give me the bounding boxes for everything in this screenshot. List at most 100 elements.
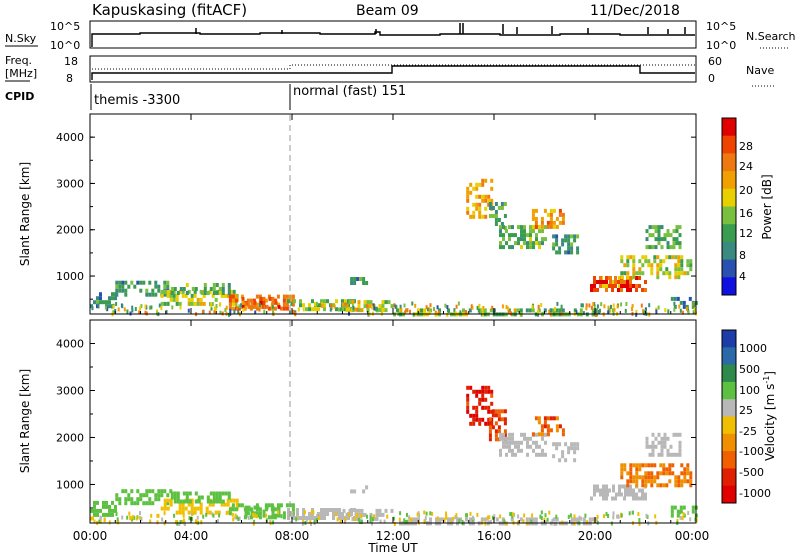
power-cell [482,306,485,310]
velocity-cell [205,506,209,511]
power-cell [218,287,222,291]
power-cell [241,300,245,305]
power-cell [115,288,119,293]
velocity-cell [176,521,179,526]
power-cell [466,206,470,211]
cpid-mode-1: themis -3300 [94,93,180,108]
power-cell [689,267,693,272]
power-cell [620,280,623,284]
velocity-cell [133,501,137,506]
power-cell [516,308,520,313]
velocity-cell [176,491,180,496]
power-cell [602,280,605,284]
power-cell [537,308,541,313]
velocity-cell [678,510,681,515]
power-cell [611,284,614,288]
velocity-y-tick-label: 2000 [56,431,84,444]
velocity-cell [383,519,386,524]
velocity-cell [517,514,520,519]
velocity-cell [209,491,213,496]
velocity-cell [578,515,581,520]
power-cell [351,300,355,305]
velocity-cell [258,507,262,512]
freq-label-line1: Freq. [5,54,32,67]
velocity-cell [363,512,367,517]
power-cell [285,302,289,307]
velocity-cell [484,521,487,526]
velocity-cell [271,513,275,518]
velocity-cell [678,448,682,453]
power-cell [308,307,311,312]
power-cell [487,202,491,207]
power-cell [433,307,435,311]
power-cell [250,300,254,305]
power-cell [371,305,374,310]
power-cell [519,308,523,313]
power-cell [677,259,681,264]
power-cell [200,291,204,295]
velocity-cell [178,506,182,511]
velocity-cell [115,512,118,516]
velocity-cell [115,493,119,498]
velocity-cell [605,492,608,497]
power-cell [541,229,544,234]
velocity-cell [311,508,314,512]
beam-title: Beam 09 [356,3,419,19]
power-cell [178,289,182,294]
velocity-cell [217,510,221,515]
power-cell [285,306,289,311]
power-cell [648,233,652,238]
cpid-mode-2: normal (fast) 151 [293,84,406,99]
velocity-cell [313,519,316,524]
velocity-cell [605,496,608,501]
power-cell [121,280,125,285]
freq-label-line2: [MHz] [5,67,37,80]
power-cell [264,298,268,303]
power-cell [478,182,482,187]
power-cell [203,283,207,287]
cpid-row: CPID themis -3300 normal (fast) 151 [5,84,406,110]
power-cell [151,288,155,293]
velocity-cell [323,508,326,512]
power-cell [616,304,619,309]
velocity-cell [677,483,681,488]
power-cell [160,293,164,298]
velocity-cell [231,503,235,508]
velocity-cell [196,515,199,520]
velocity-cell [163,511,166,516]
power-cell [481,178,485,183]
power-cell [635,284,638,288]
power-cell [142,280,146,285]
velocity-cell [102,512,105,517]
power-cell [555,242,559,247]
velocity-cell [644,496,647,501]
power-cell [240,294,244,299]
velocity-cell [677,475,681,480]
velocity-cell [537,432,541,437]
power-cell [490,198,494,203]
velocity-cell [360,508,364,513]
power-cbar-label-3: 16 [739,207,753,220]
power-cell [466,210,470,215]
power-cell [184,293,188,298]
velocity-cell [93,519,96,524]
velocity-cell [199,506,203,511]
velocity-cell [632,463,636,468]
power-cell [638,259,642,264]
power-cell [537,304,540,309]
power-cell [555,224,559,229]
power-cell [108,300,111,305]
velocity-cell [276,503,280,508]
velocity-cell [676,513,680,518]
power-cell [576,234,580,239]
power-cell [134,307,137,311]
velocity-cell [302,512,305,516]
power-cell [169,293,173,298]
power-cell [548,309,551,314]
nave-label: Nave [746,64,774,77]
velocity-cell [650,475,654,480]
velocity-cell [408,515,411,520]
velocity-cell [218,495,222,500]
power-cell [148,292,152,297]
power-cell [660,245,664,250]
